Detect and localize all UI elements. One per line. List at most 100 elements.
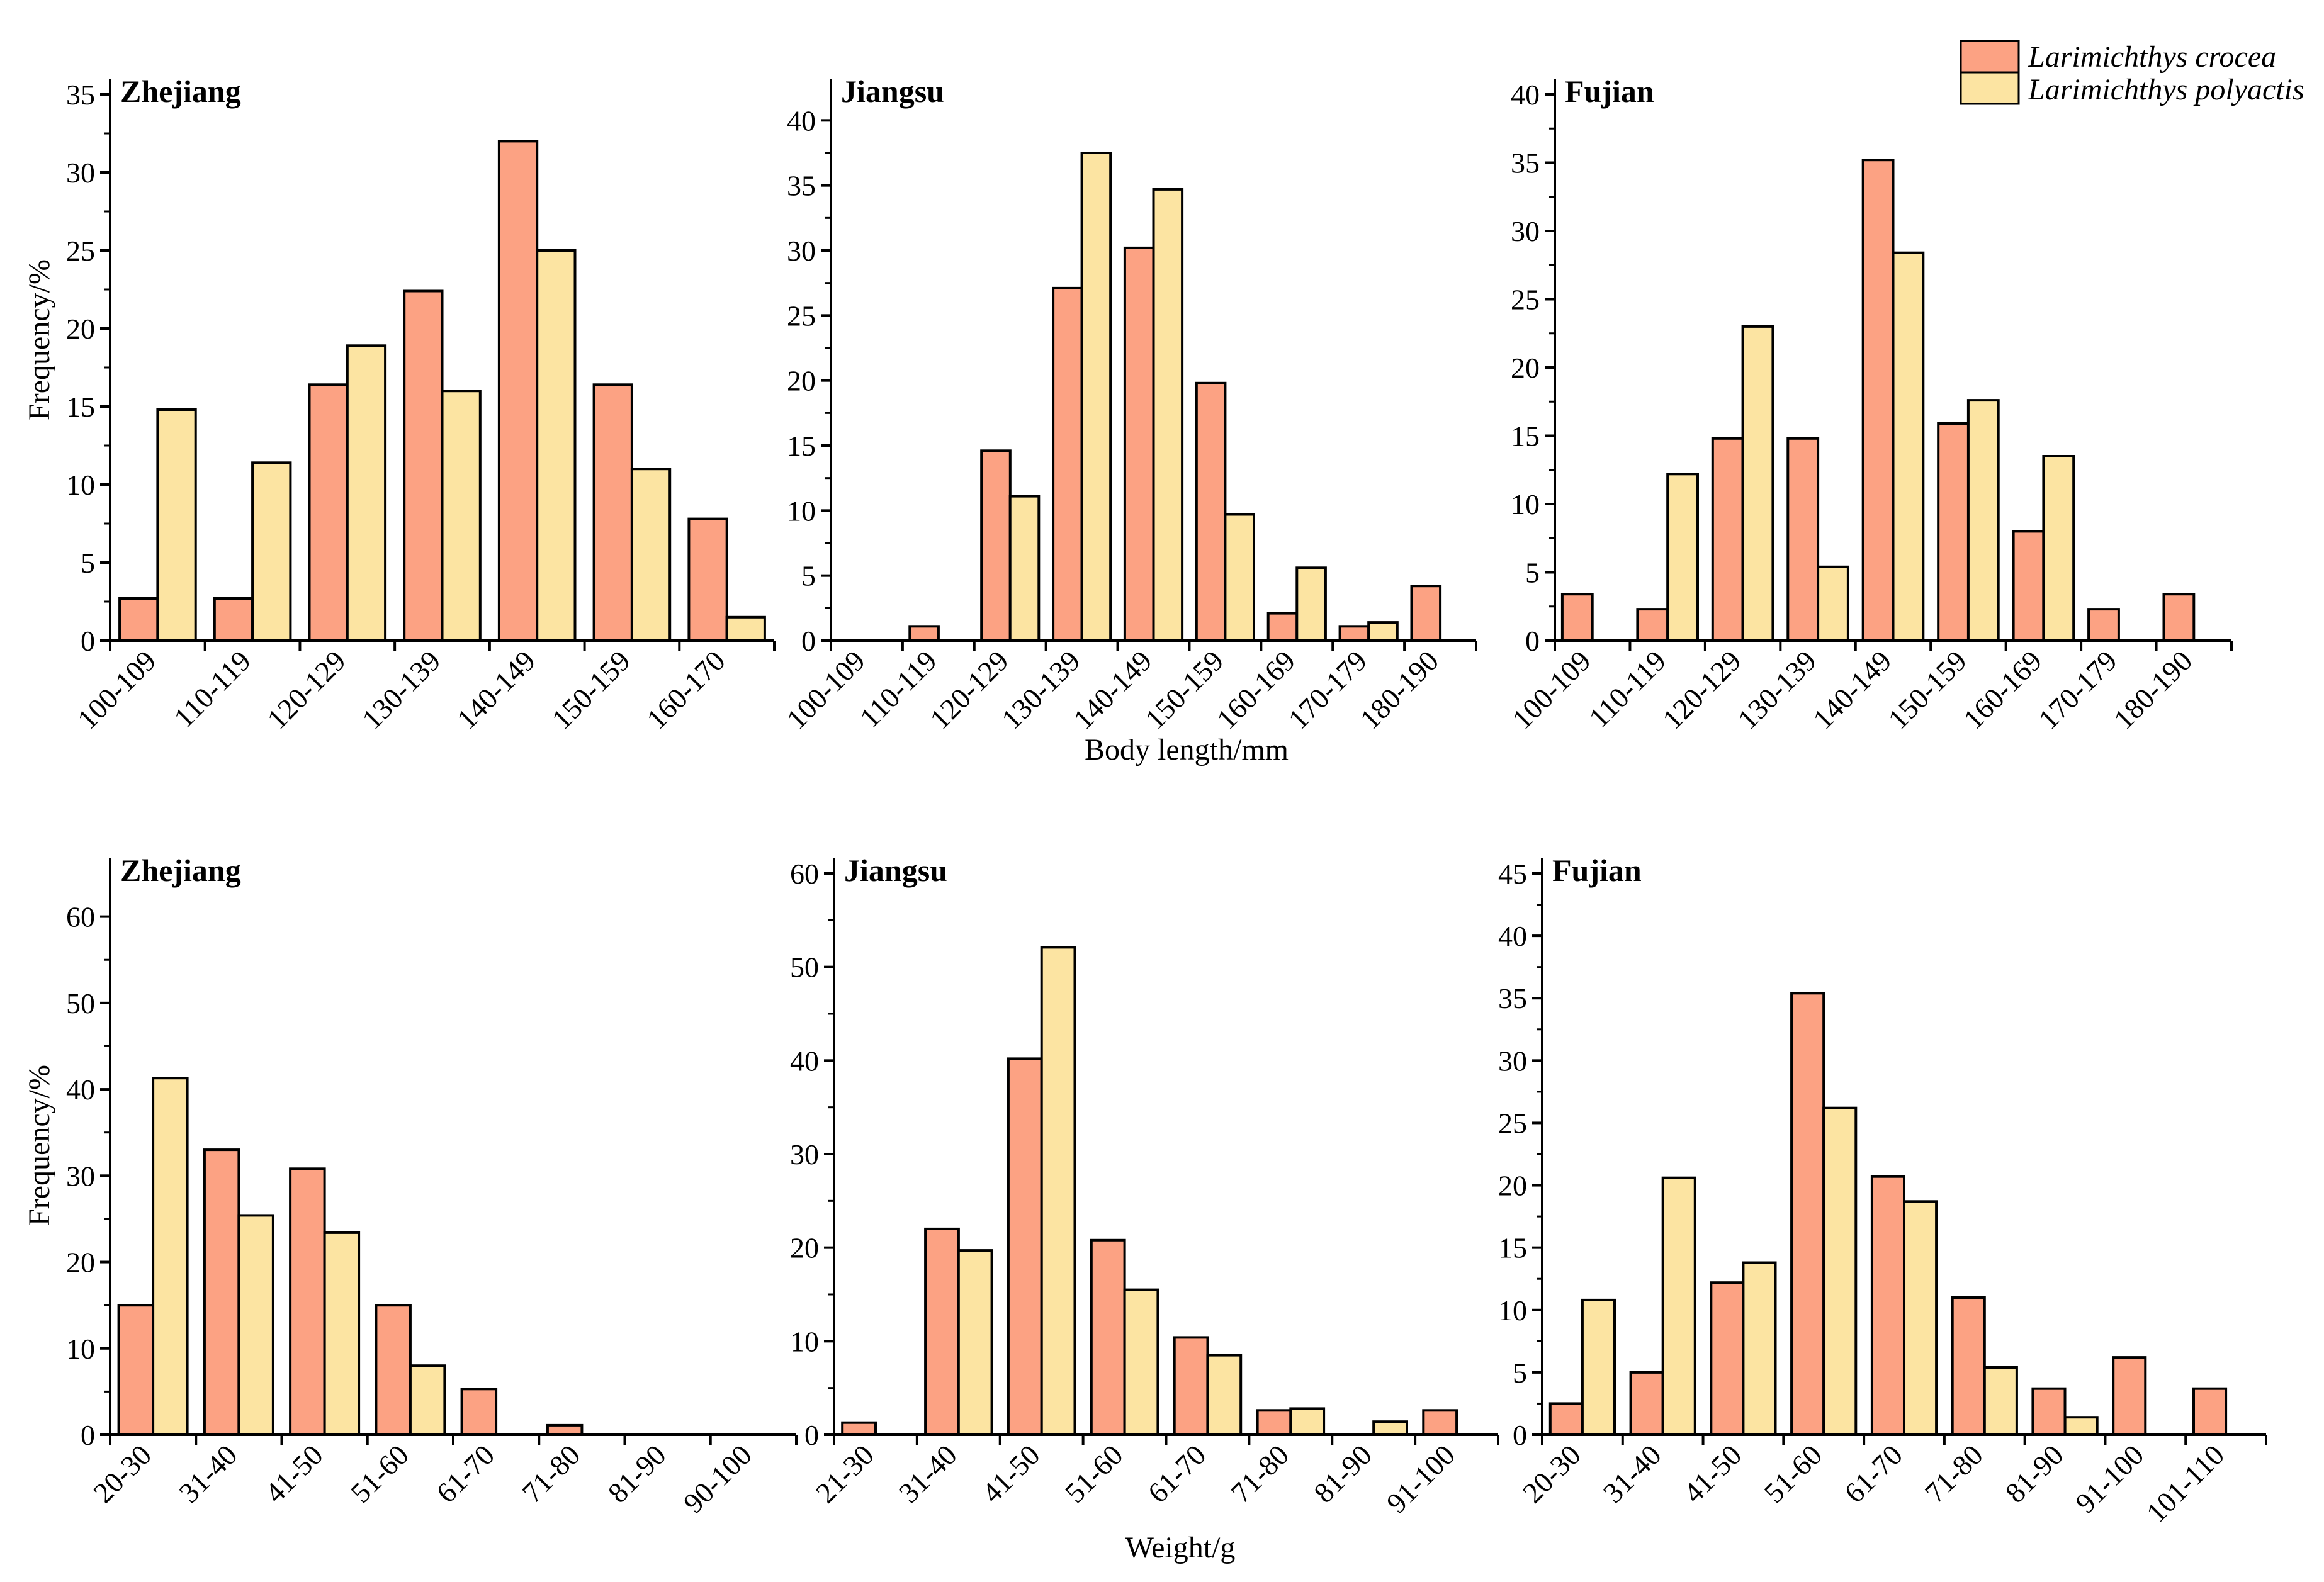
- y-tick-label: 50: [66, 987, 95, 1019]
- bar-polyactis-7: [725, 615, 766, 642]
- y-tick-label: 30: [66, 157, 95, 189]
- bar-crocea-1: [118, 597, 159, 642]
- bar-crocea-2: [203, 1148, 240, 1436]
- bar-polyactis-5: [1903, 1200, 1938, 1437]
- bar-polyactis-3: [1008, 495, 1041, 642]
- y-tick-label: 10: [1498, 1294, 1527, 1327]
- y-tick-label: 0: [81, 1419, 95, 1451]
- bar-crocea-4: [1052, 286, 1083, 642]
- x-tick-label: 140-149: [1807, 644, 1897, 735]
- bar-crocea-6: [592, 383, 633, 642]
- x-tick-label: 101-110: [2140, 1439, 2230, 1529]
- x-tick-label: 81-90: [602, 1439, 672, 1509]
- x-tick-label: 61-70: [1142, 1439, 1212, 1509]
- y-tick-label: 0: [801, 625, 816, 657]
- y-tick-label: 20: [66, 1247, 95, 1279]
- bar-crocea-6: [1195, 381, 1227, 642]
- bar-crocea-4: [375, 1304, 412, 1436]
- y-tick-label: 60: [66, 901, 95, 933]
- chart-panel-1: 0 5 10 15 20 25 30 35 100-109 110-119 120-129 130-1…: [66, 74, 776, 736]
- bar-crocea-7: [687, 517, 728, 642]
- y-tick-label: 0: [804, 1419, 819, 1451]
- legend-label-crocea: Larimichthys crocea: [2028, 40, 2276, 74]
- top-y-axis-title: Frequency/%: [23, 259, 56, 420]
- y-tick-label: 10: [787, 495, 816, 527]
- y-tick-label: 50: [790, 951, 819, 984]
- x-tick-label: 130-139: [1732, 644, 1822, 735]
- x-tick-label: 61-70: [430, 1439, 500, 1509]
- chart-panel-5: 0 10 20 30 40 50 60 21-30 31-40 41-50 51-60 61-70 71…: [790, 853, 1499, 1519]
- bar-crocea-2: [1629, 1371, 1664, 1436]
- y-tick-label: 0: [1525, 625, 1540, 657]
- bar-crocea-6: [546, 1423, 584, 1436]
- y-tick-label: 0: [1513, 1419, 1527, 1451]
- bar-crocea-1: [841, 1421, 877, 1436]
- top-x-axis-title: Body length/mm: [1085, 733, 1289, 766]
- bar-polyactis-4: [409, 1364, 446, 1436]
- y-tick-label: 40: [790, 1045, 819, 1077]
- bar-crocea-3: [1007, 1057, 1043, 1436]
- y-tick-label: 10: [66, 1333, 95, 1365]
- x-tick-label: 90-100: [677, 1439, 758, 1519]
- bar-crocea-3: [980, 449, 1012, 642]
- x-tick-label: 71-80: [516, 1439, 586, 1509]
- x-tick-label: 100-109: [781, 644, 871, 735]
- x-tick-label: 51-60: [1059, 1439, 1129, 1509]
- bar-polyactis-5: [1206, 1354, 1243, 1437]
- x-tick-label: 160-170: [640, 644, 731, 735]
- y-tick-label: 25: [787, 300, 816, 332]
- panel-title: Zhejiang: [120, 74, 241, 109]
- bar-crocea-3: [1710, 1281, 1745, 1436]
- bar-crocea-8: [1422, 1409, 1458, 1437]
- bar-polyactis-2: [1661, 1176, 1696, 1436]
- y-tick-label: 25: [66, 235, 95, 267]
- legend: Larimichthys crocea Larimichthys polyact…: [1960, 40, 2304, 106]
- bar-polyactis-1: [152, 1077, 189, 1436]
- x-tick-label: 81-90: [1999, 1439, 2070, 1509]
- y-tick-label: 15: [1511, 420, 1540, 452]
- x-tick-label: 51-60: [344, 1439, 415, 1509]
- bar-polyactis-5: [536, 249, 577, 642]
- bar-polyactis-4: [441, 390, 482, 642]
- bar-polyactis-4: [1123, 1288, 1159, 1437]
- y-tick-label: 40: [1498, 920, 1527, 952]
- x-tick-label: 110-119: [167, 644, 257, 734]
- x-tick-label: 180-190: [2107, 644, 2198, 735]
- x-tick-label: 130-139: [995, 644, 1086, 735]
- y-tick-label: 35: [787, 170, 816, 202]
- bottom-y-axis-title: Frequency/%: [23, 1065, 56, 1226]
- y-tick-label: 10: [1511, 488, 1540, 520]
- y-tick-label: 35: [1511, 147, 1540, 179]
- x-tick-label: 71-80: [1224, 1439, 1295, 1509]
- y-tick-label: 15: [1498, 1232, 1527, 1264]
- bar-crocea-4: [1786, 437, 1820, 642]
- bar-polyactis-1: [156, 408, 197, 642]
- bar-polyactis-4: [1080, 152, 1112, 642]
- bar-crocea-7: [2031, 1387, 2067, 1436]
- bar-polyactis-4: [1822, 1106, 1858, 1436]
- bar-crocea-1: [117, 1304, 155, 1436]
- y-tick-label: 30: [66, 1160, 95, 1192]
- bar-crocea-2: [908, 625, 940, 642]
- x-tick-label: 120-129: [923, 644, 1014, 735]
- x-tick-label: 21-30: [809, 1439, 880, 1509]
- x-tick-label: 150-159: [546, 644, 636, 735]
- bar-crocea-5: [460, 1388, 498, 1437]
- bar-polyactis-2: [957, 1249, 993, 1436]
- bar-crocea-3: [1711, 437, 1744, 642]
- bar-polyactis-3: [1741, 325, 1774, 642]
- x-tick-label: 130-139: [356, 644, 446, 735]
- bar-crocea-6: [1951, 1296, 1986, 1436]
- x-tick-label: 31-40: [1597, 1439, 1667, 1509]
- x-tick-label: 150-159: [1139, 644, 1229, 735]
- bar-polyactis-6: [630, 468, 672, 642]
- chart-panel-4: 0 10 20 30 40 50 60 20-30 31-40 41-50 51-60 61-70 71…: [66, 853, 798, 1519]
- y-tick-label: 20: [1511, 352, 1540, 384]
- y-tick-label: 30: [787, 235, 816, 267]
- y-tick-label: 15: [66, 391, 95, 423]
- x-tick-label: 91-100: [2069, 1439, 2150, 1519]
- bar-polyactis-1: [1581, 1298, 1616, 1436]
- x-tick-label: 41-50: [259, 1439, 329, 1509]
- panel-title: Jiangsu: [841, 74, 944, 109]
